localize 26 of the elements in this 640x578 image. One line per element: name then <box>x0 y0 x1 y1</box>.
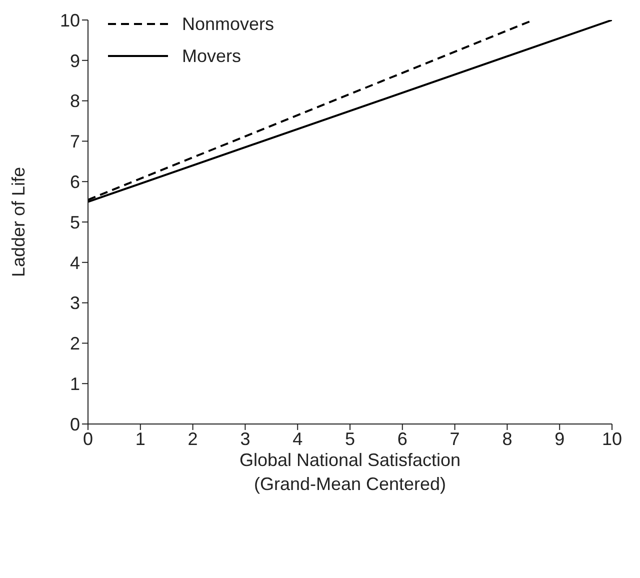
y-tick-label: 0 <box>70 414 80 434</box>
x-tick-label: 0 <box>82 428 94 449</box>
y-tick-label: 8 <box>70 91 80 112</box>
y-axis-title: Ladder of Life <box>8 166 28 278</box>
legend-label: Nonmovers <box>182 14 274 34</box>
y-tick-label: 2 <box>70 334 80 354</box>
y-tick-label: 7 <box>70 132 80 152</box>
x-tick-label: 9 <box>554 428 565 449</box>
y-tick-label: 4 <box>70 252 80 273</box>
x-tick-label: 3 <box>240 428 250 449</box>
y-tick-label: 3 <box>70 293 80 314</box>
x-tick-label: 1 <box>135 428 146 449</box>
x-tick-label: 2 <box>188 428 198 449</box>
x-tick-label: 8 <box>502 428 512 449</box>
x-tick-label: 7 <box>450 428 460 449</box>
x-tick-label: 5 <box>344 428 356 449</box>
y-tick-label: 10 <box>60 10 80 30</box>
x-axis-title: Global National Satisfaction (Grand-Mean Centered) <box>239 450 461 494</box>
x-tick-label: 6 <box>397 428 408 449</box>
legend-label: Movers <box>182 46 242 66</box>
y-tick-label: 5 <box>70 212 80 232</box>
y-tick-label: 6 <box>70 172 80 192</box>
y-tick-label: 1 <box>70 374 80 394</box>
x-tick-label: 4 <box>292 428 303 449</box>
y-tick-label: 9 <box>70 50 80 71</box>
x-tick-label: 10 <box>602 428 622 449</box>
